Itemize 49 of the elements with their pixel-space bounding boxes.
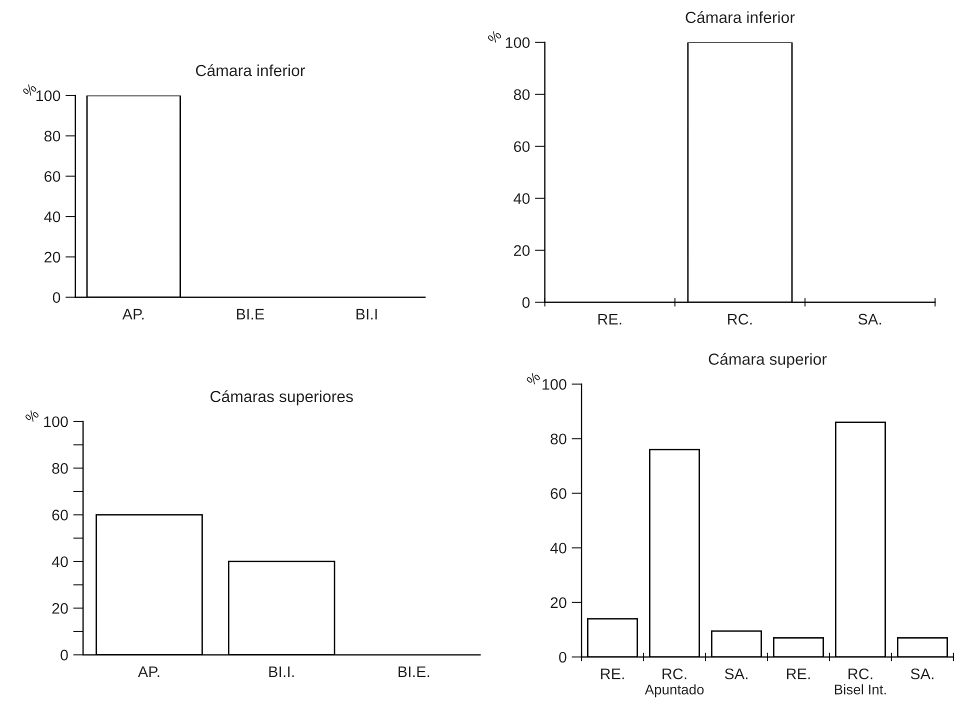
y-tick-label: 40 [550, 542, 566, 554]
y-tick-label: 60 [550, 488, 566, 499]
x-tick-label: AP. [138, 666, 160, 677]
chart-title: Cámaras superiores [210, 390, 353, 406]
x-tick-label: BI.E [237, 308, 264, 320]
y-tick-label: 20 [514, 245, 530, 256]
chart-title: Cámara inferior [686, 11, 795, 24]
text: Apuntado [644, 684, 704, 698]
x-tick-label: SA. [910, 668, 934, 680]
y-tick-label: 100 [44, 416, 68, 428]
x-tick-label: RC. [848, 668, 872, 680]
chart-title: Cámara inferior [196, 64, 305, 76]
x-tick-label: BI.I. [269, 666, 294, 677]
y-tick-label: 20 [44, 252, 60, 263]
chart-title: Cámara superior [708, 352, 827, 368]
y-tick-label: 20 [550, 597, 566, 608]
y-tick-label: 40 [52, 556, 68, 568]
x-tick-label: BI.E. [398, 666, 430, 677]
y-tick-label: 80 [52, 463, 68, 474]
x-tick-label: RC. [662, 668, 686, 680]
y-tick-label: 80 [44, 130, 60, 142]
y-tick-label: 0 [522, 297, 530, 308]
text: Bisel Int. [834, 684, 886, 694]
y-tick-label: 0 [52, 292, 60, 303]
x-tick-label: RE. [787, 668, 810, 680]
y-tick-label: 20 [52, 603, 68, 614]
y-tick-label: 0 [559, 652, 566, 663]
x-tick-label: RC. [728, 314, 752, 325]
x-tick-label: SA. [858, 314, 881, 325]
x-tick-label: BI.I [356, 308, 377, 320]
y-axis-title: % [487, 29, 502, 44]
y-tick-label: 80 [514, 89, 530, 100]
y-tick-label: 60 [52, 510, 68, 520]
y-tick-label: 60 [44, 171, 60, 182]
x-tick-label: AP. [122, 308, 144, 320]
y-tick-label: 100 [506, 37, 530, 48]
y-tick-label: 40 [44, 211, 60, 222]
y-tick-label: 100 [36, 90, 60, 102]
y-tick-label: 0 [60, 650, 68, 660]
y-tick-label: 100 [542, 379, 566, 390]
y-tick-label: 80 [550, 434, 566, 444]
x-tick-label: SA. [724, 668, 748, 680]
y-axis-title: % [24, 408, 40, 424]
y-tick-label: 60 [514, 141, 530, 152]
x-tick-label: RE. [598, 314, 622, 324]
y-tick-label: 40 [514, 193, 530, 204]
y-axis-title: % [22, 82, 38, 98]
x-tick-label: RE. [601, 668, 624, 680]
y-axis-title: % [526, 371, 541, 386]
